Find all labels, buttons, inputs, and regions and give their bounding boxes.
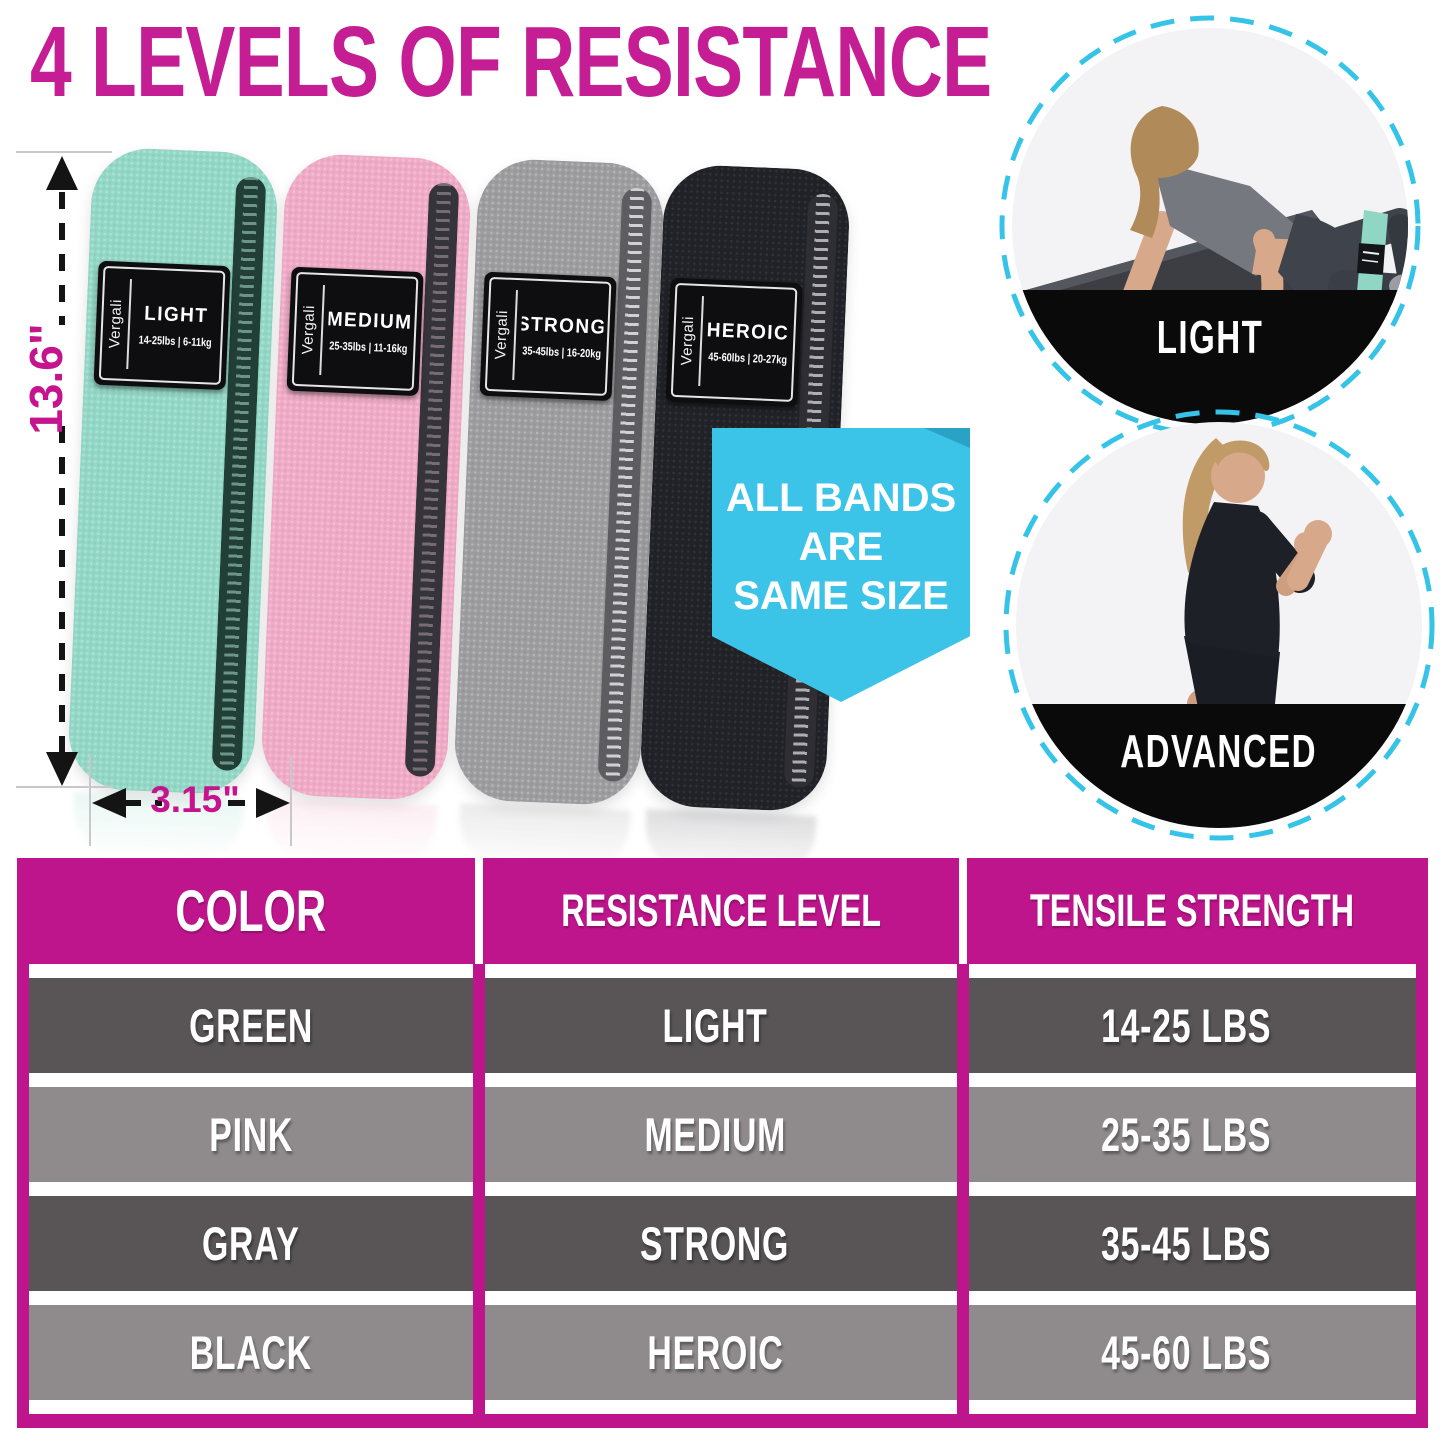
table-header-tensile-strength: TENSILE STRENGTH [1030, 885, 1355, 936]
band-level-label: MEDIUM [326, 308, 413, 334]
page-title: 4 LEVELS OF RESISTANCE [30, 6, 992, 118]
patch-divider [319, 285, 325, 376]
table-header-color: COLOR [175, 878, 327, 944]
patch-divider [512, 290, 518, 381]
dashed-circle-border [999, 15, 1421, 437]
extension-line-right [290, 756, 292, 846]
width-dimension-label: 3.15" [150, 779, 240, 820]
table-row: GREEN LIGHT 14-25 LBS [29, 978, 1416, 1073]
cell-level: LIGHT [662, 999, 768, 1052]
resistance-band-gray: Vergali STRONG 35-45lbs | 16-20kg [452, 157, 666, 875]
vertical-dimension-dashes [59, 192, 65, 325]
banner-line: ALL BANDS [725, 476, 957, 520]
cell-color: GREEN [189, 999, 313, 1052]
brand-label: Vergali [106, 298, 126, 349]
band-level-label: LIGHT [143, 302, 209, 328]
resistance-band-green: Vergali LIGHT 14-25lbs | 6-11kg [66, 146, 280, 864]
patch-divider [126, 279, 132, 370]
usage-label: ADVANCED [1120, 725, 1318, 777]
same-size-banner: ALL BANDS ARE SAME SIZE [712, 428, 970, 702]
header-divider [475, 858, 483, 964]
column-divider [473, 964, 485, 1428]
band-range-label: 35-45lbs | 16-20kg [521, 345, 601, 361]
band-level-label: HEROIC [706, 319, 790, 345]
brand-label: Vergali [299, 304, 319, 355]
band-label-patch: Vergali MEDIUM 25-35lbs | 11-16kg [286, 266, 424, 397]
band-label-patch: Vergali LIGHT 14-25lbs | 6-11kg [93, 260, 231, 391]
arrow-up-icon [46, 156, 78, 190]
cell-strength: 14-25 LBS [1101, 999, 1272, 1052]
band-range-label: 45-60lbs | 20-27kg [707, 351, 787, 367]
horizontal-dimension-dashes [124, 800, 162, 806]
dashed-circle-border [1003, 409, 1435, 841]
column-divider [957, 964, 969, 1428]
brand-label: Vergali [678, 315, 698, 366]
usage-label: LIGHT [1156, 311, 1264, 363]
cell-level: HEROIC [647, 1326, 783, 1379]
banner-line: SAME SIZE [733, 573, 949, 618]
table-border-right [1416, 858, 1428, 1428]
banner-line: ARE [798, 524, 884, 569]
extension-line-left [89, 756, 91, 846]
table-row: GRAY STRONG 35-45 LBS [29, 1196, 1416, 1291]
usage-photo-advanced: ADVANCED [1016, 422, 1422, 828]
usage-label-band: LIGHT [1012, 290, 1408, 424]
arrow-left-icon [92, 788, 126, 818]
patch-divider [698, 296, 704, 387]
band-range-label: 14-25lbs | 6-11kg [138, 334, 212, 350]
table-row: PINK MEDIUM 25-35 LBS [29, 1087, 1416, 1182]
table-header-resistance-level: RESISTANCE LEVEL [561, 885, 881, 936]
cell-color: GRAY [202, 1217, 300, 1270]
usage-example-light: LIGHT [998, 14, 1422, 438]
usage-photo-light: LIGHT [1012, 28, 1408, 424]
cell-strength: 35-45 LBS [1101, 1217, 1272, 1270]
arrow-right-icon [256, 788, 290, 818]
extension-line-top [16, 151, 112, 153]
horizontal-dimension-dashes [228, 800, 266, 806]
cell-color: PINK [209, 1108, 293, 1161]
resistance-band-pink: Vergali MEDIUM 25-35lbs | 11-16kg [259, 152, 473, 870]
cell-level: MEDIUM [644, 1108, 786, 1161]
vertical-dimension-dashes [59, 426, 65, 752]
table-header-row: COLOR RESISTANCE LEVEL TENSILE STRENGTH [17, 858, 1428, 964]
cell-strength: 25-35 LBS [1101, 1108, 1272, 1161]
cell-color: BLACK [189, 1326, 313, 1379]
usage-label-band: ADVANCED [1016, 704, 1422, 828]
height-dimension-label: 13.6" [20, 323, 72, 435]
band-label-patch: Vergali STRONG 35-45lbs | 16-20kg [479, 271, 617, 402]
table-border-bottom [17, 1414, 1428, 1428]
banner-fold [924, 428, 970, 448]
band-label-patch: Vergali HEROIC 45-60lbs | 20-27kg [665, 277, 803, 408]
table-row: BLACK HEROIC 45-60 LBS [29, 1305, 1416, 1400]
extension-line-bottom [16, 786, 112, 788]
arrow-down-icon [46, 752, 78, 786]
band-range-label: 25-35lbs | 11-16kg [328, 340, 408, 356]
cell-strength: 45-60 LBS [1101, 1326, 1272, 1379]
header-divider [959, 858, 967, 964]
band-level-label: STRONG [518, 313, 606, 339]
brand-label: Vergali [492, 309, 512, 360]
table-border-left [17, 858, 29, 1428]
cell-level: STRONG [640, 1217, 790, 1270]
resistance-table: COLOR RESISTANCE LEVEL TENSILE STRENGTH … [17, 858, 1428, 1428]
usage-example-advanced: ADVANCED [1002, 408, 1436, 842]
